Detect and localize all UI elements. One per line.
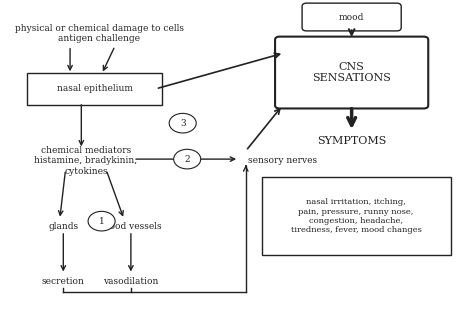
Text: nasal epithelium: nasal epithelium [57, 84, 133, 93]
FancyBboxPatch shape [27, 72, 163, 105]
Circle shape [88, 211, 115, 231]
Text: SYMPTOMS: SYMPTOMS [317, 136, 386, 146]
FancyBboxPatch shape [275, 37, 428, 109]
Text: chemical mediators
histamine, bradykinin,
cytokines: chemical mediators histamine, bradykinin… [34, 146, 137, 175]
Text: blood vessels: blood vessels [100, 221, 161, 231]
Text: vasodilation: vasodilation [103, 277, 159, 286]
Text: 3: 3 [180, 119, 185, 128]
FancyBboxPatch shape [302, 3, 401, 31]
Text: 2: 2 [184, 154, 190, 164]
Text: nasal irritation, itching,
pain, pressure, runny nose,
congestion, headache,
tir: nasal irritation, itching, pain, pressur… [291, 198, 421, 234]
FancyBboxPatch shape [262, 177, 451, 256]
Text: glands: glands [48, 221, 78, 231]
Text: sensory nerves: sensory nerves [248, 156, 317, 165]
Circle shape [169, 113, 196, 133]
Text: CNS
SENSATIONS: CNS SENSATIONS [312, 62, 391, 83]
Circle shape [173, 149, 201, 169]
Text: mood: mood [339, 12, 365, 22]
Text: physical or chemical damage to cells
antigen challenge: physical or chemical damage to cells ant… [15, 24, 184, 43]
Text: secretion: secretion [42, 277, 85, 286]
Text: 1: 1 [99, 217, 104, 226]
